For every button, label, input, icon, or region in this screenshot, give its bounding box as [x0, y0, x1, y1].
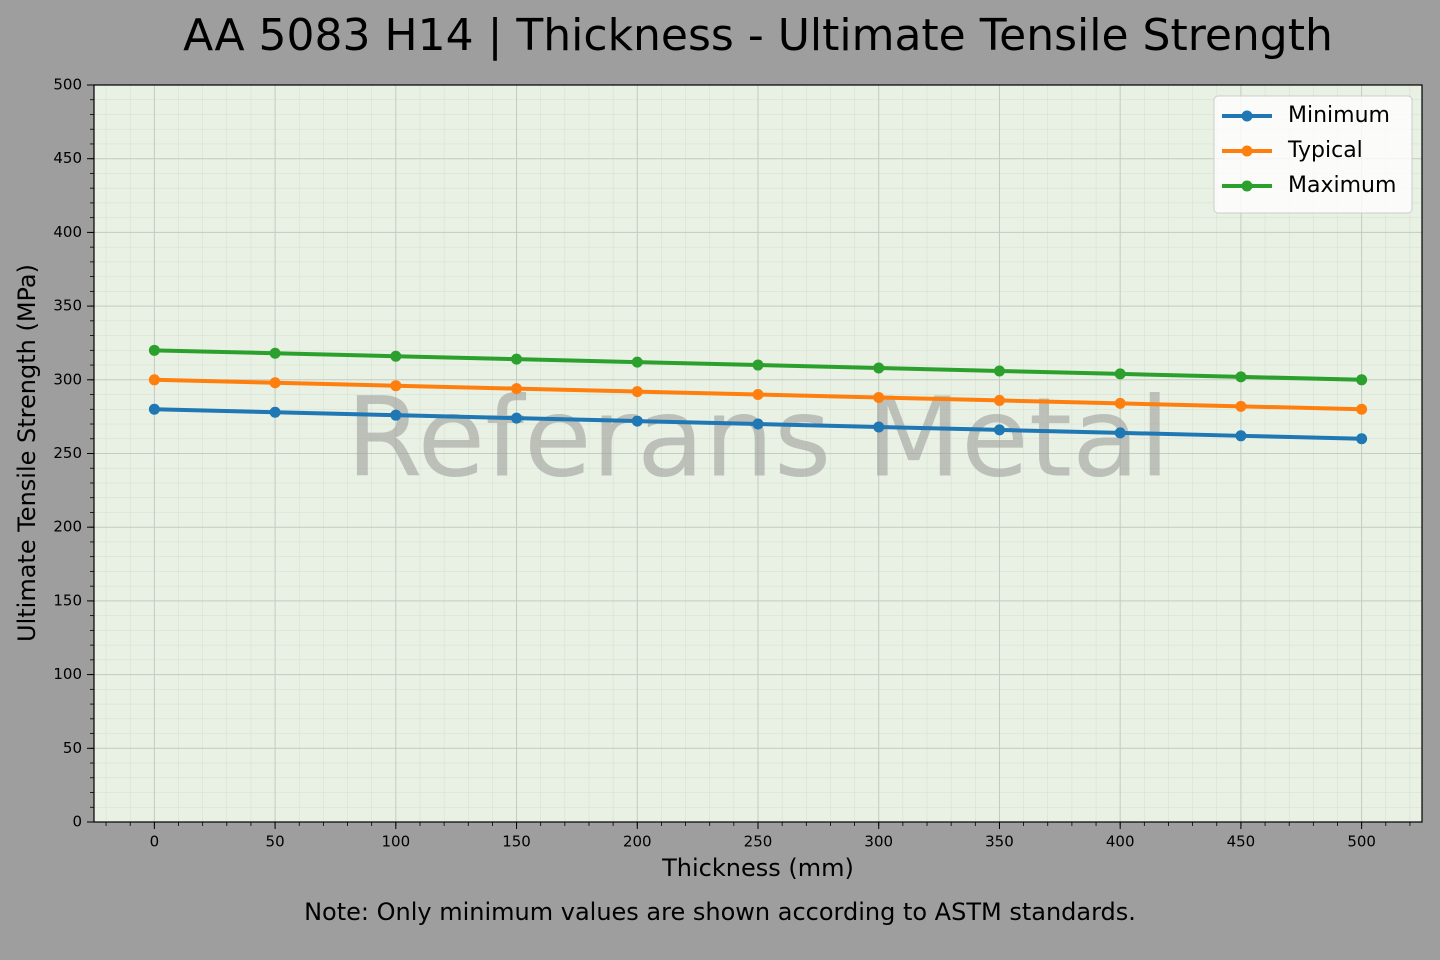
y-tick-label: 100 [53, 665, 82, 683]
y-tick-label: 400 [53, 223, 82, 241]
data-point [752, 389, 764, 401]
legend-box [1213, 95, 1413, 214]
x-tick-label: 250 [744, 833, 773, 851]
y-tick-label: 500 [53, 76, 82, 94]
legend-label: Maximum [1288, 173, 1396, 198]
data-point [1356, 374, 1368, 386]
data-point [511, 353, 523, 365]
data-point [993, 365, 1005, 377]
data-point [390, 409, 402, 421]
legend-label: Minimum [1288, 103, 1390, 128]
x-tick-label: 0 [150, 833, 160, 851]
data-point [1356, 403, 1368, 415]
y-tick-label: 200 [53, 518, 82, 536]
x-tick-label: 300 [864, 833, 893, 851]
x-tick-label: 50 [266, 833, 285, 851]
x-tick-label: 500 [1347, 833, 1376, 851]
data-point [148, 344, 160, 356]
data-point [873, 362, 885, 374]
x-tick-label: 100 [381, 833, 410, 851]
data-point [1114, 368, 1126, 380]
x-axis-label: Thickness (mm) [661, 854, 854, 882]
data-point [511, 412, 523, 424]
note: Note: Only minimum values are shown acco… [304, 898, 1136, 926]
data-point [390, 350, 402, 362]
y-tick-label: 150 [53, 591, 82, 609]
x-tick-label: 350 [985, 833, 1014, 851]
data-point [993, 394, 1005, 406]
x-tick-label: 450 [1227, 833, 1256, 851]
data-point [269, 406, 281, 418]
y-tick-label: 450 [53, 149, 82, 167]
data-point [873, 421, 885, 433]
data-point [752, 418, 764, 430]
data-point [873, 391, 885, 403]
legend-label: Typical [1287, 138, 1363, 163]
x-tick-label: 200 [623, 833, 652, 851]
y-tick-label: 250 [53, 444, 82, 462]
legend: Minimum Typical Maximum [1213, 95, 1413, 214]
data-point [148, 374, 160, 386]
y-tick-label: 300 [53, 370, 82, 388]
x-tick-label: 400 [1106, 833, 1135, 851]
y-tick-label: 0 [72, 813, 82, 831]
data-point [269, 377, 281, 389]
chart-title: AA 5083 H14 | Thickness - Ultimate Tensi… [183, 10, 1333, 61]
data-point [631, 356, 643, 368]
data-point [148, 403, 160, 415]
series-group [148, 344, 1368, 445]
data-point [631, 386, 643, 398]
data-point [511, 383, 523, 395]
legend-marker [1241, 110, 1253, 122]
y-axis-label: Ultimate Tensile Strength (MPa) [13, 264, 41, 642]
data-point [390, 380, 402, 392]
y-tick-label: 350 [53, 297, 82, 315]
data-point [1114, 427, 1126, 439]
data-point [1114, 397, 1126, 409]
y-tick-label: 50 [63, 739, 82, 757]
data-point [752, 359, 764, 371]
data-point [1235, 430, 1247, 442]
data-point [1356, 433, 1368, 445]
data-point [269, 347, 281, 359]
data-point [1235, 400, 1247, 412]
data-point [1235, 371, 1247, 383]
data-point [631, 415, 643, 427]
legend-marker [1241, 180, 1253, 192]
data-point [993, 424, 1005, 436]
x-tick-label: 150 [502, 833, 531, 851]
legend-marker [1241, 145, 1253, 157]
